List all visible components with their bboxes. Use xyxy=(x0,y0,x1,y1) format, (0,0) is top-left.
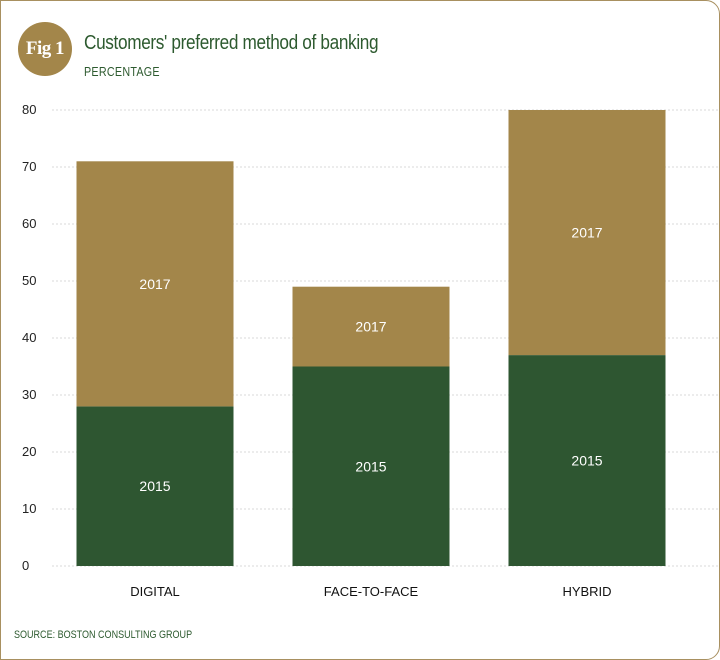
chart-subtitle: PERCENTAGE xyxy=(84,65,160,79)
bar-segment-2017 xyxy=(292,286,450,367)
bar-segment-2015 xyxy=(292,366,450,566)
segment-label: 2017 xyxy=(139,276,170,292)
chart-title: Customers' preferred method of banking xyxy=(84,32,379,54)
source-note: SOURCE: BOSTON CONSULTING GROUP xyxy=(14,629,193,641)
segment-label: 2017 xyxy=(355,319,386,335)
y-tick-label: 50 xyxy=(22,273,36,288)
x-category-label: HYBRID xyxy=(562,584,611,599)
y-tick-label: 0 xyxy=(22,558,29,573)
y-tick-label: 70 xyxy=(22,159,36,174)
bar-segment-2015 xyxy=(76,406,234,566)
y-tick-label: 10 xyxy=(22,501,36,516)
segment-label: 2017 xyxy=(571,225,602,241)
x-category-label: FACE-TO-FACE xyxy=(324,584,419,599)
segment-label: 2015 xyxy=(139,478,170,494)
y-tick-label: 30 xyxy=(22,387,36,402)
x-category-label: DIGITAL xyxy=(130,584,180,599)
bar-segment-2017 xyxy=(76,161,234,407)
y-tick-label: 40 xyxy=(22,330,36,345)
segment-label: 2015 xyxy=(355,458,386,474)
y-tick-label: 80 xyxy=(22,102,36,117)
bar-segment-2015 xyxy=(508,355,666,566)
figure-badge: Fig 1 xyxy=(18,22,72,76)
segment-label: 2015 xyxy=(571,453,602,469)
bar-segment-2017 xyxy=(508,110,666,356)
y-tick-label: 60 xyxy=(22,216,36,231)
y-tick-label: 20 xyxy=(22,444,36,459)
